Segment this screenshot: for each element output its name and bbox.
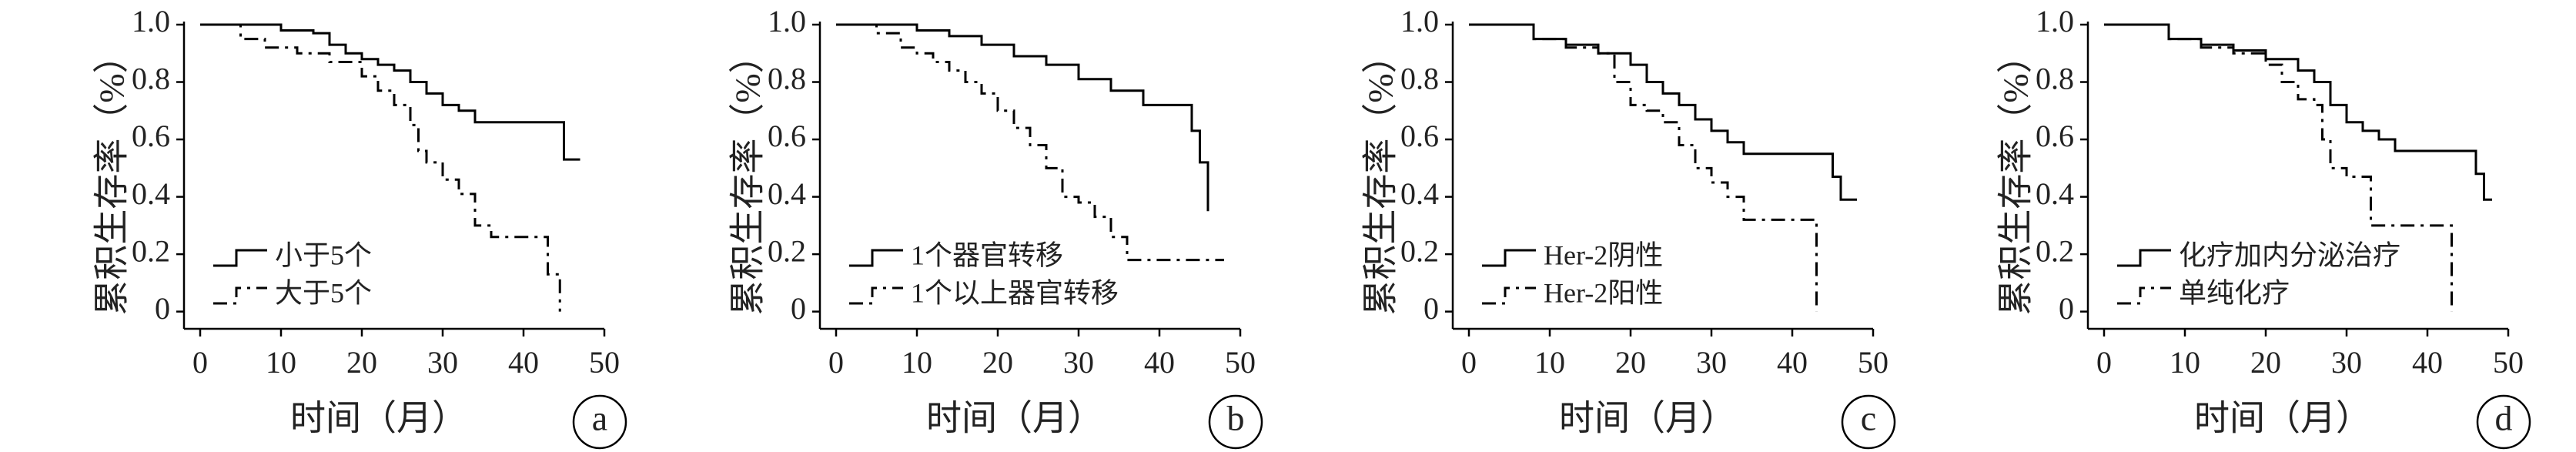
y-tick-label: 0	[2059, 291, 2074, 326]
y-axis-label: 累积生存率（%）	[728, 38, 768, 315]
legend-label: Her-2阴性	[1544, 239, 1663, 270]
y-tick-label: 1.0	[2036, 4, 2074, 39]
survival-curve	[2104, 23, 2453, 312]
x-tick-label: 50	[589, 345, 620, 380]
y-tick-label: 0	[791, 291, 806, 326]
x-tick-label: 10	[266, 345, 296, 380]
x-tick-label: 50	[2493, 345, 2524, 380]
x-tick-label: 50	[1225, 345, 1256, 380]
panel-badge	[1841, 394, 1896, 450]
legend-swatch	[2117, 286, 2171, 305]
panel-badge	[572, 394, 627, 450]
x-tick-label: 10	[902, 345, 932, 380]
survival-curve	[1469, 23, 1818, 312]
survival-curve	[836, 23, 1209, 212]
y-tick-label: 0.8	[768, 62, 806, 96]
x-tick-label: 40	[508, 345, 539, 380]
y-axis-label: 累积生存率（%）	[1996, 38, 2036, 315]
x-tick-label: 40	[1777, 345, 1808, 380]
survival-curve	[200, 23, 561, 312]
panel-badge	[1208, 394, 1263, 450]
y-tick-label: 0.6	[132, 119, 170, 153]
y-tick-label: 0.6	[2036, 119, 2074, 153]
x-tick-label: 0	[2096, 345, 2112, 380]
legend-swatch	[1482, 249, 1536, 267]
y-tick-label: 0	[1423, 291, 1439, 326]
y-tick-label: 0.2	[2036, 233, 2074, 268]
x-tick-label: 50	[1858, 345, 1889, 380]
x-tick-label: 0	[192, 345, 208, 380]
x-axis-label: 时间（月）	[2194, 399, 2371, 438]
y-tick-label: 0.8	[2036, 62, 2074, 96]
x-tick-label: 0	[828, 345, 844, 380]
y-tick-label: 0.2	[768, 233, 806, 268]
legend-label: 1个以上器官转移	[911, 277, 1119, 308]
legend-label: 1个器官转移	[911, 239, 1063, 270]
legend-swatch	[213, 249, 267, 267]
x-tick-label: 20	[346, 345, 377, 380]
x-tick-label: 10	[1534, 345, 1565, 380]
panel: 1.0 0.8 0.6 0.4 0.2 00 10 20 30 40 50 时间（月） 累积生存率（%）…	[1996, 4, 2531, 450]
x-tick-label: 20	[1615, 345, 1646, 380]
x-tick-label: 30	[1063, 345, 1094, 380]
y-tick-label: 0.4	[2036, 176, 2074, 211]
legend-swatch	[849, 249, 903, 267]
panel-label: b	[1227, 399, 1245, 438]
x-tick-label: 30	[2331, 345, 2362, 380]
y-tick-label: 0.6	[768, 119, 806, 153]
y-axis-label: 累积生存率（%）	[1361, 38, 1400, 315]
y-tick-label: 0.8	[132, 62, 170, 96]
x-tick-label: 30	[1696, 345, 1727, 380]
panel-label: c	[1861, 399, 1876, 438]
survival-curve	[836, 23, 1224, 262]
x-tick-label: 30	[427, 345, 458, 380]
legend-label: 单纯化疗	[2179, 277, 2290, 308]
legend-label: 大于5个	[275, 277, 372, 308]
x-axis-label: 时间（月）	[926, 399, 1103, 438]
y-tick-label: 1.0	[132, 4, 170, 39]
legend-swatch	[213, 286, 267, 305]
x-tick-label: 0	[1461, 345, 1477, 380]
legend-label: 小于5个	[275, 239, 372, 270]
y-tick-label: 0.4	[1400, 176, 1439, 211]
y-tick-label: 0.2	[1400, 233, 1439, 268]
x-tick-label: 20	[2250, 345, 2281, 380]
y-tick-label: 1.0	[1400, 4, 1439, 39]
survival-curve	[2104, 23, 2492, 201]
x-tick-label: 40	[2412, 345, 2443, 380]
legend-swatch	[1482, 286, 1536, 305]
survival-curve	[200, 23, 580, 161]
x-axis-label: 时间（月）	[290, 399, 467, 438]
y-tick-label: 1.0	[768, 4, 806, 39]
y-tick-label: 0	[155, 291, 170, 326]
y-tick-label: 0.2	[132, 233, 170, 268]
x-axis-label: 时间（月）	[1559, 399, 1736, 438]
panel-label: a	[592, 399, 607, 438]
y-axis-label: 累积生存率（%）	[92, 38, 132, 315]
x-tick-label: 40	[1144, 345, 1175, 380]
legend-swatch	[849, 286, 903, 305]
survival-curve	[1469, 23, 1857, 201]
panel: 1.0 0.8 0.6 0.4 0.2 00 10 20 30 40 50 时间（月） 累积生存率（%）…	[728, 4, 1263, 450]
panel: 1.0 0.8 0.6 0.4 0.2 00 10 20 30 40 50 时间（月） 累积生存率（%）…	[1361, 4, 1896, 450]
panel: 1.0 0.8 0.6 0.4 0.2 00 10 20 30 40 50 时间（月） 累积生存率（%）…	[92, 4, 627, 450]
y-tick-label: 0.6	[1400, 119, 1439, 153]
x-tick-label: 20	[982, 345, 1013, 380]
y-tick-label: 0.4	[132, 176, 170, 211]
panel-label: d	[2495, 399, 2513, 438]
y-tick-label: 0.4	[768, 176, 806, 211]
legend-swatch	[2117, 249, 2171, 267]
panel-badge	[2476, 394, 2531, 450]
x-tick-label: 10	[2170, 345, 2200, 380]
y-tick-label: 0.8	[1400, 62, 1439, 96]
legend-label: Her-2阳性	[1544, 277, 1663, 308]
legend-label: 化疗加内分泌治疗	[2179, 239, 2400, 270]
